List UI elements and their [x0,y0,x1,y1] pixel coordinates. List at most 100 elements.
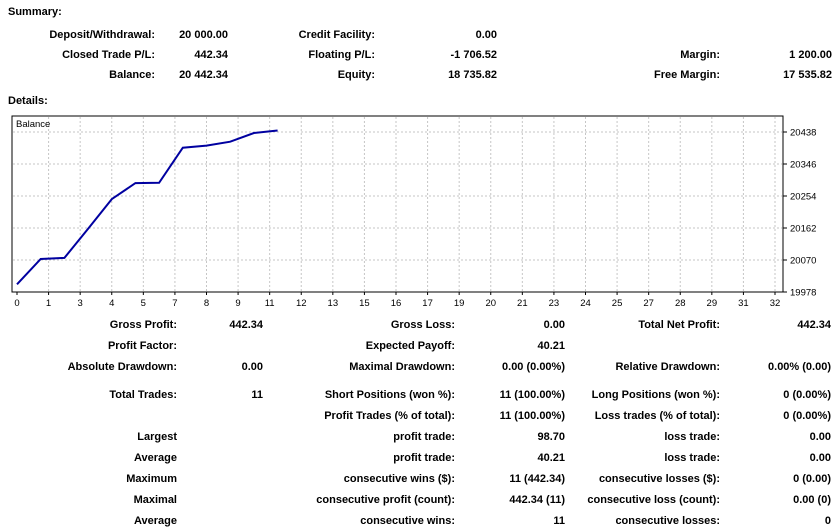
stat-row: Absolute Drawdown: 0.00 Maximal Drawdown… [0,357,839,378]
stat-label: Average [133,452,177,464]
stat-value: 17 535.82 [783,69,832,81]
y-axis-label: 20070 [790,256,816,267]
x-axis-label: 8 [204,298,209,309]
stat-row: Gross Profit: 442.34 Gross Loss: 0.00 To… [0,315,839,336]
stat-value: 0.00 (0.00%) [502,361,565,373]
stat-label: Deposit/Withdrawal: [49,29,155,41]
x-axis-label: 23 [549,298,560,309]
x-axis-label: 15 [359,298,370,309]
stat-value: 11 [251,389,263,401]
x-axis-label: 12 [296,298,307,309]
balance-line [16,129,278,285]
stat-value: 0 (0.00) [793,473,831,485]
stat-value: 442.34 [194,49,228,61]
y-axis-label: 20254 [790,192,816,203]
summary-heading: Summary: [8,6,62,18]
stat-value: 40.21 [537,452,565,464]
stat-label: Profit Factor: [107,340,177,352]
stat-label: Floating P/L: [308,49,375,61]
stat-value: -1 706.52 [450,49,497,61]
stat-label: consecutive losses ($): [598,473,720,485]
stat-value: 20 000.00 [179,29,228,41]
stat-label: Expected Payoff: [365,340,455,352]
stat-label: profit trade: [393,452,455,464]
stat-label: Profit Trades (% of total): [324,410,455,422]
stat-value: 11 (442.34) [509,473,565,485]
stat-label: Maximal [133,494,177,506]
stat-label: Balance: [109,69,155,81]
x-axis-label: 5 [141,298,146,309]
x-axis-label: 0 [14,298,19,309]
x-axis-label: 16 [391,298,402,309]
stat-label: Closed Trade P/L: [62,49,155,61]
x-axis-label: 28 [675,298,686,309]
stat-label: profit trade: [393,431,455,443]
stat-label: consecutive losses: [615,515,720,527]
stat-row: Maximum consecutive wins ($): 11 (442.34… [0,469,839,490]
stat-label: Equity: [337,69,375,81]
x-axis-label: 31 [738,298,749,309]
x-axis-label: 21 [517,298,528,309]
stat-label: Gross Profit: [109,319,177,331]
stat-label: Short Positions (won %): [324,389,455,401]
stat-label: Total Trades: [109,389,177,401]
stat-label: Free Margin: [653,69,720,81]
stat-label: Long Positions (won %): [591,389,720,401]
stat-value: 442.34 (11) [509,494,565,506]
stat-value: 0.00 [543,319,565,331]
y-axis-label: 20162 [790,224,816,235]
stat-label: Loss trades (% of total): [594,410,720,422]
stat-value: 20 442.34 [179,69,228,81]
stat-row: Largest profit trade: 98.70 loss trade: … [0,427,839,448]
stat-value: 1 200.00 [789,49,832,61]
stat-value: 11 (100.00%) [499,410,565,422]
stat-label: Relative Drawdown: [615,361,720,373]
stat-value: 0.00 [809,431,831,443]
stat-label: Absolute Drawdown: [67,361,177,373]
stat-label: Maximum [126,473,177,485]
x-axis-label: 24 [580,298,591,309]
stat-value: 18 735.82 [448,69,497,81]
stat-value: 0.00% (0.00) [768,361,831,373]
stat-row: Average consecutive wins: 11 consecutive… [0,511,839,532]
stat-label: Margin: [680,49,720,61]
x-axis-label: 9 [235,298,240,309]
stat-label: Average [133,515,177,527]
stat-label: Largest [137,431,177,443]
stat-value: 0.00 [475,29,497,41]
details-heading: Details: [8,95,48,107]
stat-label: loss trade: [664,431,720,443]
stat-value: 98.70 [537,431,565,443]
x-axis-label: 1 [46,298,51,309]
balance-chart: 0 1 3 4 5 7 8 9 11 12 13 15 16 17 19 20 21 23 24 25 27 28 29 31… [11,115,816,309]
stat-label: consecutive profit (count): [316,494,455,506]
chart-plot-border [11,115,784,293]
summary-row: Deposit/Withdrawal: 20 000.00 Credit Fac… [0,25,839,45]
stat-label: Maximal Drawdown: [349,361,455,373]
stat-label: Gross Loss: [390,319,455,331]
stat-label: consecutive wins: [360,515,455,527]
summary-row: Balance: 20 442.34 Equity: 18 735.82 Fre… [0,65,839,85]
x-axis-label: 25 [612,298,623,309]
stat-label: Credit Facility: [298,29,375,41]
x-axis-label: 27 [643,298,654,309]
stat-label: loss trade: [664,452,720,464]
x-axis-label: 19 [454,298,465,309]
stat-value: 0.00 (0) [793,494,831,506]
stat-row: Profit Factor: Expected Payoff: 40.21 [0,336,839,357]
stat-value: 0 [824,515,831,527]
stat-value: 0 (0.00%) [783,410,831,422]
x-axis-label: 7 [172,298,177,309]
stat-row: Average profit trade: 40.21 loss trade: … [0,448,839,469]
stat-value: 0.00 [809,452,831,464]
stat-value: 442.34 [797,319,831,331]
stat-row: Profit Trades (% of total): 11 (100.00%)… [0,406,839,427]
x-axis-label: 4 [109,298,114,309]
stat-value: 0 (0.00%) [783,389,831,401]
x-axis-label: 13 [328,298,339,309]
stat-value: 11 [553,515,565,527]
x-axis-label: 32 [770,298,781,309]
stat-label: consecutive wins ($): [343,473,455,485]
x-axis-label: 29 [707,298,718,309]
summary-row: Closed Trade P/L: 442.34 Floating P/L: -… [0,45,839,65]
